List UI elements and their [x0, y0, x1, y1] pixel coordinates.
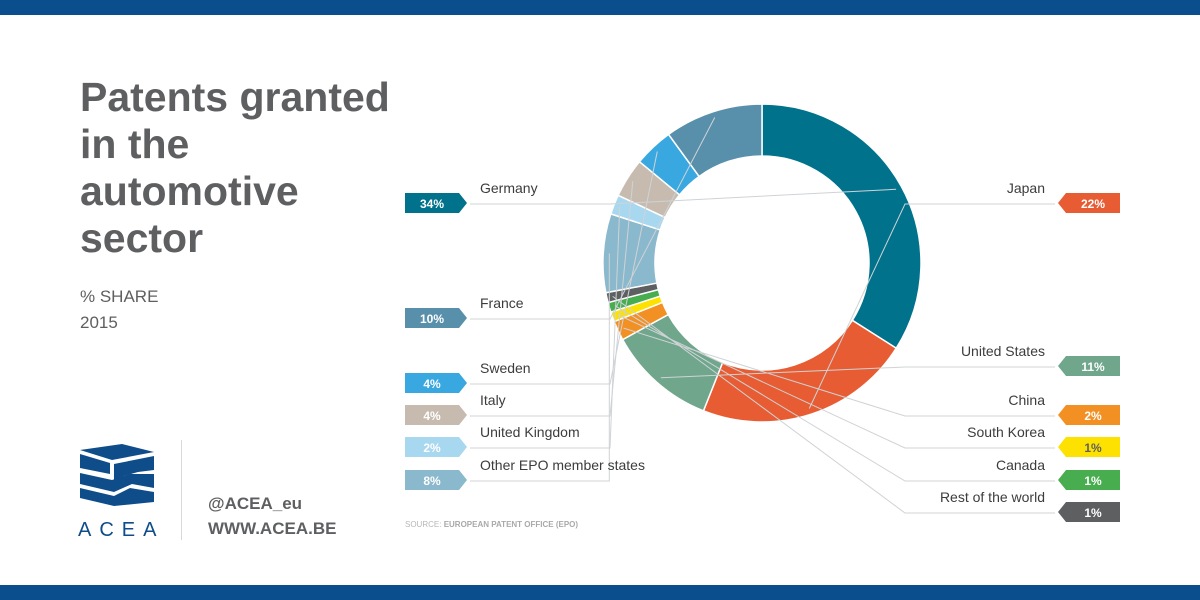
source-note: SOURCE: EUROPEAN PATENT OFFICE (EPO) [405, 520, 578, 529]
data-label-japan: 22% [1081, 197, 1105, 211]
data-label-united-kingdom: 2% [423, 441, 441, 455]
category-label-united-kingdom: United Kingdom [480, 424, 580, 440]
leader-line-rest-of-the-world [612, 295, 1055, 514]
data-label-rest-of-the-world: 1% [1084, 506, 1102, 520]
category-label-canada: Canada [996, 457, 1045, 473]
category-label-germany: Germany [480, 180, 538, 196]
data-label-other-epo-member-states: 8% [423, 474, 441, 488]
category-label-united-states: United States [961, 343, 1045, 359]
category-label-china: China [1008, 392, 1045, 408]
value-tag-united-kingdom [405, 437, 467, 457]
value-tag-china [1058, 405, 1120, 425]
source-prefix: SOURCE: [405, 520, 442, 529]
logo-wordmark: ACEA [78, 519, 165, 541]
data-label-canada: 1% [1084, 474, 1102, 488]
slice-france [667, 103, 763, 178]
category-label-france: France [480, 295, 524, 311]
data-label-france: 10% [420, 312, 444, 326]
subtitle: % SHARE 2015 [80, 284, 158, 336]
value-tag-south-korea [1058, 437, 1120, 457]
top-banner-bar [0, 0, 1200, 15]
category-label-italy: Italy [480, 392, 506, 408]
category-label-other-epo-member-states: Other EPO member states [480, 457, 645, 473]
leader-line-south-korea [617, 314, 1055, 449]
slice-germany [761, 103, 922, 350]
value-tag-united-states [1058, 356, 1120, 376]
value-tag-rest-of-the-world [1058, 502, 1120, 522]
category-label-rest-of-the-world: Rest of the world [940, 489, 1045, 505]
category-label-sweden: Sweden [480, 360, 531, 376]
footer-divider [181, 440, 182, 540]
data-label-united-states: 11% [1081, 360, 1105, 374]
source-text: EUROPEAN PATENT OFFICE (EPO) [443, 520, 579, 529]
data-label-italy: 4% [423, 409, 441, 423]
value-tag-other-epo-member-states [405, 470, 467, 490]
acea-logo-icon [80, 444, 154, 506]
leader-line-sweden [470, 151, 658, 385]
data-label-germany: 34% [420, 197, 444, 211]
leader-line-canada [614, 305, 1055, 482]
value-tag-france [405, 308, 467, 328]
value-tag-japan [1058, 193, 1120, 213]
leader-line-china [623, 327, 1055, 417]
leader-line-italy [470, 180, 634, 417]
category-label-japan: Japan [1007, 180, 1045, 196]
leader-line-united-kingdom [470, 206, 621, 449]
leader-line-other-epo-member-states [470, 253, 610, 482]
leader-line-united-states [660, 366, 1055, 379]
value-tag-italy [405, 405, 467, 425]
page-title: Patents granted in the automotive sector [80, 74, 390, 261]
value-tag-sweden [405, 373, 467, 393]
value-tag-germany [405, 193, 467, 213]
bottom-banner-bar [0, 585, 1200, 600]
data-label-south-korea: 1% [1084, 441, 1102, 455]
value-tag-canada [1058, 470, 1120, 490]
contact-block: @ACEA_eu WWW.ACEA.BE [208, 491, 336, 541]
subtitle-measure: % SHARE [80, 287, 159, 306]
leader-line-japan [808, 203, 1055, 409]
category-label-south-korea: South Korea [967, 424, 1045, 440]
data-label-sweden: 4% [423, 377, 441, 391]
leader-line-germany [470, 188, 897, 205]
twitter-handle[interactable]: @ACEA_eu [208, 494, 303, 513]
leader-line-france [470, 117, 716, 320]
website-link[interactable]: WWW.ACEA.BE [208, 519, 337, 538]
subtitle-year: 2015 [80, 313, 118, 332]
data-label-china: 2% [1084, 409, 1102, 423]
